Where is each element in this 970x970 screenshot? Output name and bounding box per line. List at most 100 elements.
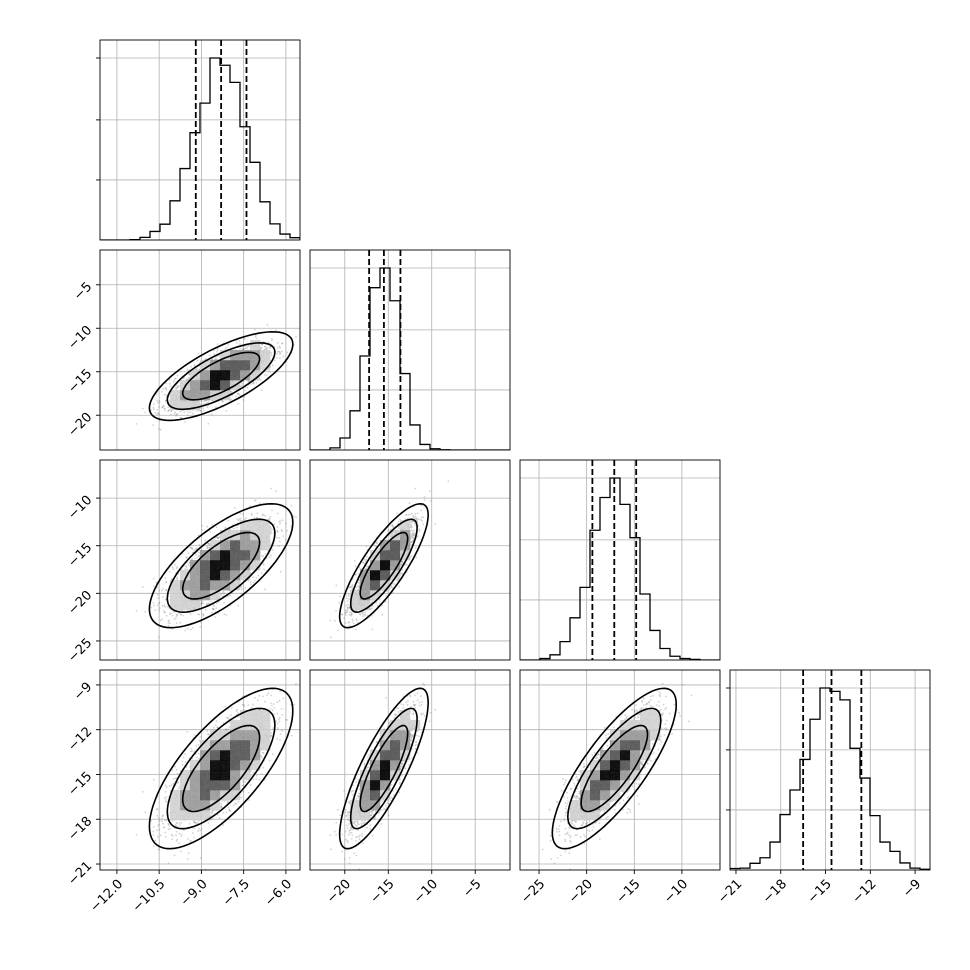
density-cell (180, 390, 191, 401)
sample-point (186, 568, 189, 571)
density-cell (220, 530, 231, 541)
density-cell (250, 520, 261, 531)
sample-point (192, 626, 194, 629)
sample-point (165, 588, 168, 591)
sample-point (179, 621, 182, 624)
sample-point (260, 554, 263, 557)
sample-point (345, 604, 348, 607)
histogram-step-1 (310, 267, 510, 450)
histogram-step-0 (100, 57, 300, 240)
sample-point (213, 538, 216, 540)
sample-point (281, 530, 283, 532)
sample-point (186, 414, 189, 417)
sample-point (207, 542, 210, 545)
density-cell (210, 560, 221, 571)
sample-point (144, 610, 147, 613)
sample-point (198, 613, 200, 616)
sample-point (191, 412, 194, 415)
sample-point (152, 605, 155, 607)
sample-point (178, 612, 181, 615)
sample-point (201, 601, 204, 603)
sample-point (341, 613, 344, 616)
sample-point (240, 592, 243, 595)
sample-point (213, 353, 216, 356)
sample-point (176, 614, 179, 616)
sample-point (239, 512, 242, 515)
density-cell (200, 570, 211, 581)
sample-point (197, 534, 200, 537)
sample-point (201, 524, 204, 527)
sample-point (158, 601, 161, 604)
sample-point (217, 349, 220, 351)
sample-point (281, 342, 283, 345)
sample-point (170, 578, 173, 581)
sample-point (215, 602, 218, 605)
sample-point (266, 346, 268, 349)
sample-point (244, 389, 246, 391)
sample-point (198, 551, 200, 554)
sample-point (279, 353, 281, 355)
sample-point (165, 386, 167, 389)
sample-point (186, 378, 189, 381)
sample-point (286, 529, 288, 532)
sample-point (270, 487, 272, 490)
sample-point (243, 338, 246, 340)
sample-point (339, 595, 341, 598)
density-cell (250, 530, 261, 541)
sample-point (168, 571, 171, 573)
density-cell (250, 350, 261, 361)
sample-point (420, 518, 422, 521)
sample-point (170, 410, 173, 413)
sample-point (209, 354, 211, 357)
density-cell (240, 370, 251, 381)
sample-point (357, 581, 360, 584)
sample-point (205, 402, 207, 405)
sample-point (279, 347, 281, 349)
sample-point (158, 609, 160, 612)
sample-point (173, 412, 176, 415)
sample-point (284, 539, 287, 541)
sample-point (202, 409, 205, 412)
sample-point (215, 406, 217, 409)
sample-point (206, 547, 209, 550)
sample-point (381, 614, 384, 616)
sample-point (198, 543, 201, 546)
sample-point (222, 590, 225, 592)
sample-point (198, 368, 201, 371)
sample-point (197, 352, 200, 355)
density-cell (260, 540, 271, 551)
sample-point (167, 409, 170, 412)
sample-point (175, 622, 178, 624)
sample-point (295, 335, 297, 338)
histogram-step-3 (730, 687, 930, 870)
sample-point (157, 602, 160, 605)
density-cell (200, 370, 211, 381)
contour-line (148, 502, 294, 629)
density-cell (230, 360, 241, 371)
sample-point (165, 614, 168, 617)
sample-point (276, 352, 279, 355)
density-cell (220, 380, 231, 391)
sample-point (276, 530, 279, 533)
sample-point (252, 576, 255, 579)
sample-point (176, 413, 179, 416)
sample-point (172, 568, 175, 571)
sample-point (163, 407, 166, 410)
sample-point (247, 380, 250, 383)
sample-point (208, 546, 211, 549)
density-cell (200, 380, 211, 391)
sample-point (238, 518, 241, 520)
sample-point (250, 514, 253, 516)
sample-point (174, 563, 176, 566)
sample-point (162, 610, 165, 612)
density-cell (220, 350, 231, 361)
density-cell (170, 400, 181, 411)
sample-point (167, 622, 170, 624)
sample-point (303, 335, 305, 337)
density-cell (240, 350, 251, 361)
density-cell (190, 600, 201, 611)
sample-point (269, 517, 271, 520)
sample-point (180, 416, 183, 419)
sample-point (262, 513, 265, 516)
sample-point (280, 350, 283, 353)
